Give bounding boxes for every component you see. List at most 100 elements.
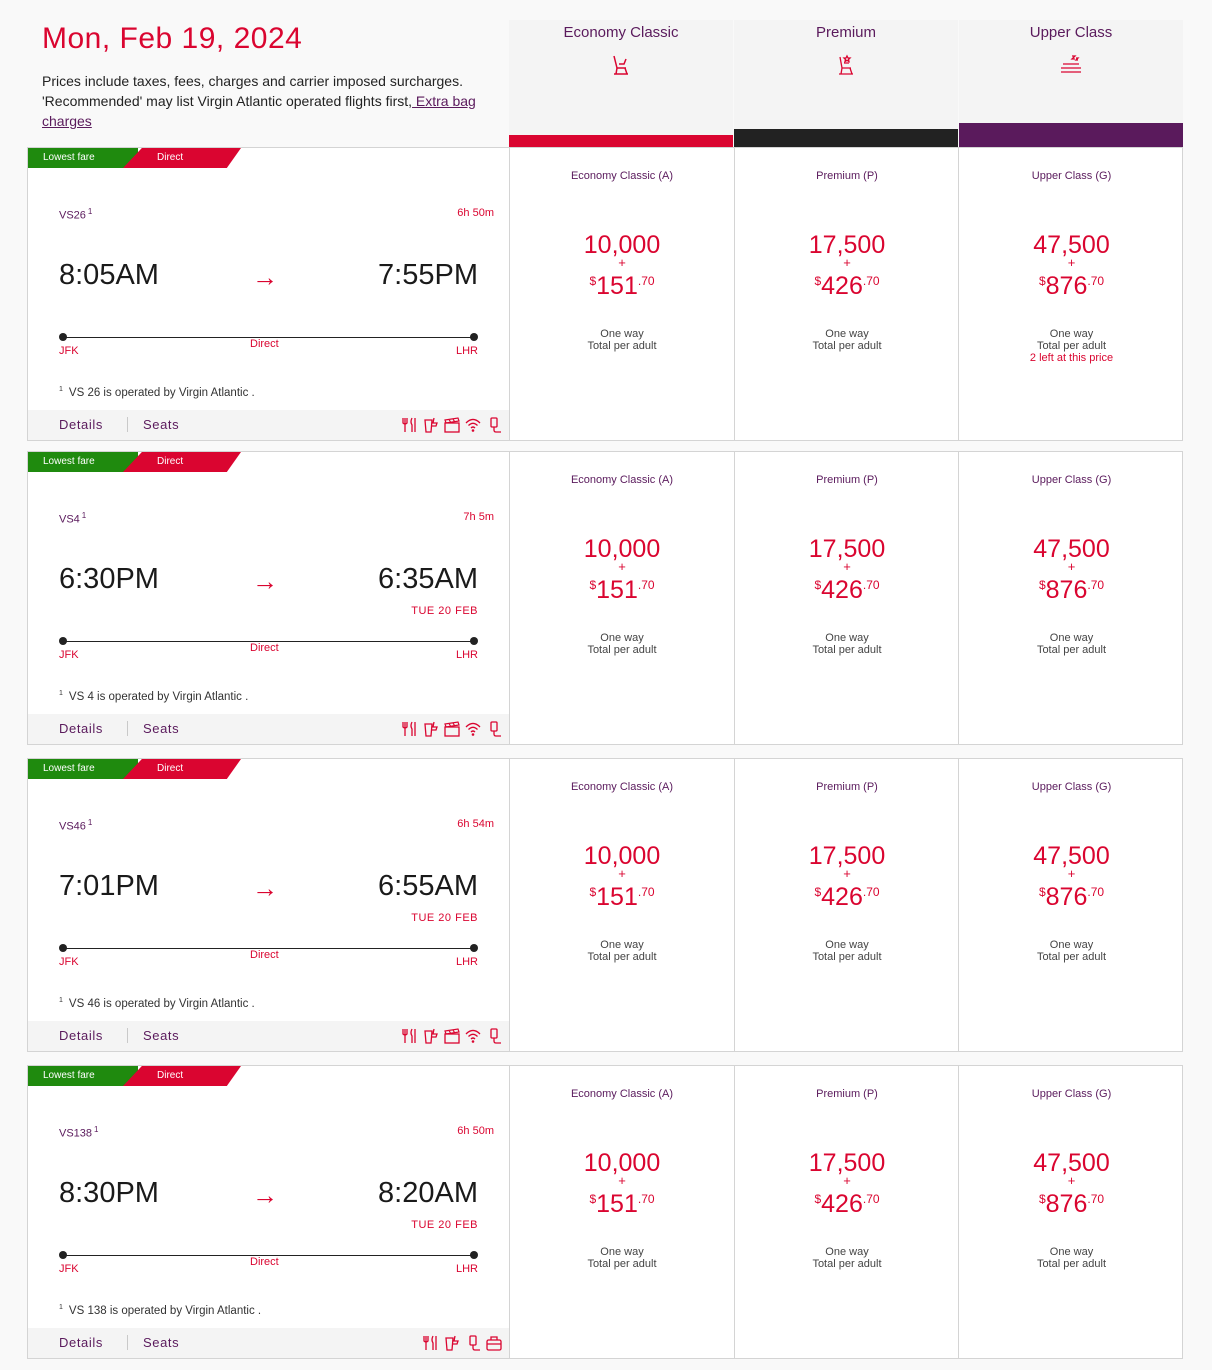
details-tab[interactable]: Details bbox=[59, 1335, 103, 1350]
price-note: Prices include taxes, fees, charges and … bbox=[42, 71, 482, 131]
fare-plus: + bbox=[1067, 559, 1076, 574]
details-tab[interactable]: Details bbox=[59, 1028, 103, 1043]
flight-info: Lowest fare Direct VS4 1 7h 5m 6:30PM → 6… bbox=[28, 452, 509, 744]
flight-row: Lowest fare Direct VS46 1 6h 54m 7:01PM →… bbox=[27, 758, 1183, 1052]
fare-points: 47,500 bbox=[1033, 842, 1110, 870]
flight-info: Lowest fare Direct VS26 1 6h 50m 8:05AM →… bbox=[28, 148, 509, 440]
fare-option[interactable]: Upper Class (G) 47,500 + $876.70 One way… bbox=[958, 148, 1184, 440]
arrival-time: 8:20AM bbox=[378, 1177, 478, 1209]
direct-badge: Direct bbox=[123, 148, 241, 168]
fare-cash: $876.70 bbox=[959, 1186, 1184, 1221]
fare-option[interactable]: Upper Class (G) 47,500 + $876.70 One way… bbox=[958, 452, 1184, 744]
drinks-icon bbox=[443, 1334, 461, 1352]
fare-points: 10,000 bbox=[583, 231, 661, 259]
fare-class-label: Economy Classic (A) bbox=[570, 474, 674, 486]
lowest-fare-badge: Lowest fare bbox=[28, 1066, 138, 1086]
fare-points: 17,500 bbox=[808, 231, 886, 259]
meal-icon bbox=[401, 1027, 419, 1045]
economy-seat-icon bbox=[613, 55, 628, 75]
fare-cash-whole: 151 bbox=[596, 576, 638, 604]
meal-icon bbox=[401, 416, 419, 434]
fare-cash: $151.70 bbox=[510, 572, 734, 607]
wifi-icon bbox=[464, 720, 482, 738]
fare-total-per-adult: Total per adult bbox=[1036, 951, 1107, 963]
flight-number-wrap: VS26 1 bbox=[59, 207, 92, 222]
fare-total-per-adult: Total per adult bbox=[1036, 644, 1107, 656]
arrow-right-icon: → bbox=[252, 566, 278, 596]
fare-currency: $ bbox=[1038, 578, 1046, 592]
fare-class-label: Economy Classic (A) bbox=[570, 170, 674, 182]
flight-badges: Lowest fare Direct bbox=[28, 759, 242, 779]
route-origin-dot bbox=[59, 1251, 67, 1259]
extra-bag-charges-link[interactable]: Extra bag charges bbox=[42, 93, 476, 129]
fare-points: 17,500 bbox=[808, 842, 886, 870]
fare-option[interactable]: Upper Class (G) 47,500 + $876.70 One way… bbox=[958, 759, 1184, 1051]
fare-option[interactable]: Economy Classic (A) 10,000 + $151.70 One… bbox=[509, 759, 734, 1051]
flight-row: Lowest fare Direct VS4 1 7h 5m 6:30PM → 6… bbox=[27, 451, 1183, 745]
arrival-time: 6:35AM bbox=[378, 563, 478, 595]
fare-option[interactable]: Premium (P) 17,500 + $426.70 One way Tot… bbox=[734, 759, 959, 1051]
fare-total-per-adult: Total per adult bbox=[812, 1258, 882, 1270]
fare-option[interactable]: Economy Classic (A) 10,000 + $151.70 One… bbox=[509, 148, 734, 440]
cabin-header-name: Premium bbox=[815, 24, 876, 41]
fare-cash: $151.70 bbox=[510, 268, 734, 303]
route-line bbox=[62, 1255, 475, 1256]
route-destination-dot bbox=[470, 333, 478, 341]
fare-points: 10,000 bbox=[583, 842, 661, 870]
tab-divider bbox=[127, 721, 128, 736]
footnote-mark: 1 bbox=[87, 207, 93, 216]
fare-option[interactable]: Premium (P) 17,500 + $426.70 One way Tot… bbox=[734, 1066, 959, 1358]
fare-points: 17,500 bbox=[808, 535, 886, 563]
route-type: Direct bbox=[250, 949, 279, 961]
fare-plus: + bbox=[843, 559, 851, 574]
arrival-time: 6:55AM bbox=[378, 870, 478, 902]
wifi-icon bbox=[464, 1027, 482, 1045]
fare-currency: $ bbox=[814, 578, 822, 592]
fare-plus: + bbox=[618, 559, 626, 574]
seats-tab[interactable]: Seats bbox=[143, 721, 180, 736]
fare-cash: $876.70 bbox=[959, 572, 1184, 607]
fare-one-way: One way bbox=[600, 1246, 644, 1258]
fare-points: 47,500 bbox=[1033, 1149, 1110, 1177]
fare-one-way: One way bbox=[600, 328, 644, 340]
seats-tab[interactable]: Seats bbox=[143, 1028, 180, 1043]
fare-one-way: One way bbox=[600, 632, 644, 644]
fare-option[interactable]: Economy Classic (A) 10,000 + $151.70 One… bbox=[509, 452, 734, 744]
fare-class-label: Premium (P) bbox=[816, 474, 878, 486]
arrow-right-icon: → bbox=[252, 1180, 278, 1210]
fare-one-way: One way bbox=[1049, 328, 1094, 340]
fare-cash-cents: .70 bbox=[1087, 578, 1105, 592]
flight-duration: 6h 50m bbox=[457, 207, 494, 219]
drinks-icon bbox=[422, 1027, 440, 1045]
fare-cash-whole: 151 bbox=[596, 272, 638, 300]
fare-total-per-adult: Total per adult bbox=[812, 951, 882, 963]
details-tab[interactable]: Details bbox=[59, 721, 103, 736]
seats-tab[interactable]: Seats bbox=[143, 1335, 180, 1350]
seats-left-notice: 2 left at this price bbox=[1029, 352, 1114, 364]
fare-option[interactable]: Economy Classic (A) 10,000 + $151.70 One… bbox=[509, 1066, 734, 1358]
fare-one-way: One way bbox=[1049, 632, 1094, 644]
fare-total-per-adult: Total per adult bbox=[587, 1258, 657, 1270]
premium-seat-icon bbox=[839, 54, 853, 75]
amenities bbox=[422, 1334, 503, 1352]
drinks-icon bbox=[422, 416, 440, 434]
fare-points: 47,500 bbox=[1033, 535, 1110, 563]
route-type: Direct bbox=[250, 338, 279, 350]
operator-note: 1 VS 138 is operated by Virgin Atlantic . bbox=[59, 1304, 261, 1317]
flight-row: Lowest fare Direct VS138 1 6h 50m 8:30PM … bbox=[27, 1065, 1183, 1359]
route-line bbox=[62, 337, 475, 338]
fare-cash-cents: .70 bbox=[862, 1192, 880, 1206]
flight-row: Lowest fare Direct VS26 1 6h 50m 8:05AM →… bbox=[27, 147, 1183, 441]
origin-airport: JFK bbox=[59, 956, 79, 968]
origin-airport: JFK bbox=[59, 345, 79, 357]
fare-cash-whole: 151 bbox=[596, 1190, 638, 1218]
details-tab[interactable]: Details bbox=[59, 417, 103, 432]
fare-option[interactable]: Premium (P) 17,500 + $426.70 One way Tot… bbox=[734, 452, 959, 744]
fare-option[interactable]: Upper Class (G) 47,500 + $876.70 One way… bbox=[958, 1066, 1184, 1358]
fare-option[interactable]: Premium (P) 17,500 + $426.70 One way Tot… bbox=[734, 148, 959, 440]
fare-cash-whole: 876 bbox=[1045, 576, 1088, 604]
seats-tab[interactable]: Seats bbox=[143, 417, 180, 432]
arrival-date-note: TUE 20 FEB bbox=[411, 912, 478, 924]
price-note-text: Prices include taxes, fees, charges and … bbox=[42, 73, 463, 109]
fare-cash: $426.70 bbox=[735, 268, 959, 303]
